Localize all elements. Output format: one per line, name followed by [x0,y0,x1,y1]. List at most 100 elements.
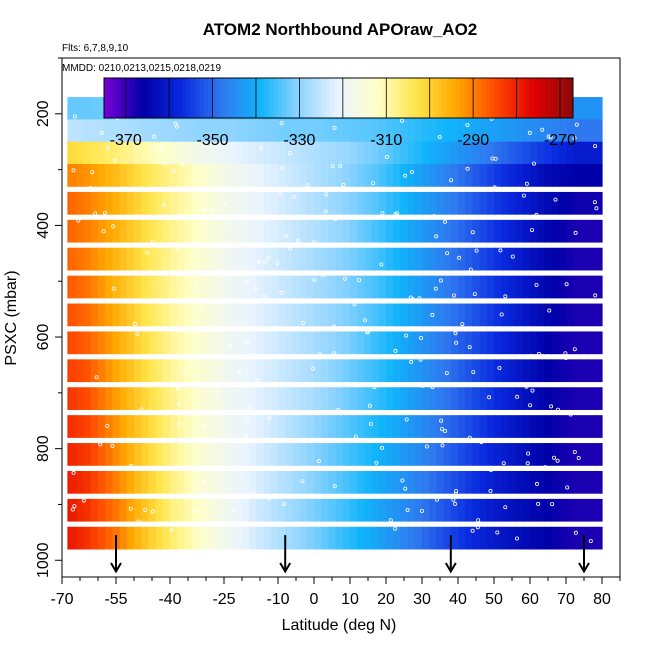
heatmap-cell [141,415,149,438]
heatmap-cell [443,191,452,215]
heatmap-cell [256,247,265,271]
heatmap-cell [98,359,106,383]
heatmap-cell [465,191,473,215]
heatmap-cell [515,247,524,271]
colorbar-segment [473,78,478,118]
heatmap-cell [566,219,574,243]
heatmap-cell [465,415,473,438]
heatmap-cell [357,359,365,383]
heatmap-cell [285,387,293,410]
heatmap-cell [400,141,409,165]
heatmap-cell [386,219,394,243]
colorbar-segment [386,78,392,118]
heatmap-cell [177,387,185,410]
heatmap-cell [83,498,92,522]
heatmap-cell [508,141,517,165]
heatmap-cell [162,275,171,299]
heatmap-cell [551,415,560,438]
sample-point [543,465,548,470]
heatmap-cell [292,141,301,165]
sample-points [70,112,599,544]
heatmap-cell [83,359,92,383]
heatmap-cell [544,303,553,327]
heatmap-cell [306,415,315,438]
heatmap-cell [422,141,430,165]
heatmap-cell [170,164,178,187]
heatmap-cell [69,415,77,438]
colorbar-segment [490,78,496,118]
heatmap-cell [278,526,286,550]
heatmap-cell [429,498,437,522]
heatmap-cell [364,415,373,438]
heatmap-cell [270,359,279,383]
sample-point [111,286,116,291]
heatmap-cell [537,247,545,271]
heatmap-cell [486,470,495,494]
heatmap-cell [580,219,589,243]
heatmap-cell [321,303,329,327]
heatmap-cell [486,219,495,243]
sample-point [556,407,561,412]
heatmap-cell [594,387,603,410]
sample-point [188,361,193,366]
heatmap-cell [321,387,329,410]
heatmap-cell [162,470,171,494]
heatmap-cell [126,331,135,355]
sample-point [549,404,554,409]
dates-label: MMDD: 0210,0213,0215,0218,0219 [62,63,221,74]
heatmap-cell [263,303,272,327]
heatmap-cell [566,247,574,271]
heatmap-cell [530,303,538,327]
heatmap-cell [162,247,171,271]
heatmap-cell [378,470,387,494]
heatmap-cell [544,275,553,299]
heatmap-cell [515,141,524,165]
heatmap-cell [198,275,207,299]
sample-point [214,389,219,394]
heatmap-cell [364,387,373,410]
heatmap-cell [126,164,135,187]
colorbar-segment [216,78,222,118]
heatmap-cell [450,191,459,215]
sample-point [534,212,539,217]
heatmap-cell [328,526,337,550]
heatmap-cell [465,470,473,494]
colorbar-segment [199,78,205,118]
heatmap-cell [400,247,409,271]
heatmap-cell [105,331,113,355]
heatmap-cell [242,498,250,522]
heatmap-cell [566,303,574,327]
heatmap-cell [184,526,193,550]
heatmap-cell [443,164,452,187]
sample-point [420,383,425,388]
heatmap-cell [458,219,466,243]
heatmap-cell [400,498,409,522]
heatmap-cell [256,443,265,466]
heatmap-cell [170,119,178,143]
heatmap-cell [501,219,509,243]
sample-point [99,130,104,135]
sample-point [409,169,414,174]
colorbar-segment [403,78,409,118]
heatmap-cell [479,303,488,327]
heatmap-cell [465,119,473,143]
heatmap-cell [90,387,99,410]
heatmap-cell [551,331,560,355]
heatmap-cell [494,415,502,438]
heatmap-cell [162,191,171,215]
heatmap-cell [573,141,581,165]
sample-point [495,530,500,535]
heatmap-cell [213,247,221,271]
heatmap-cell [530,164,538,187]
heatmap-cell [350,443,358,466]
heatmap-cell [227,470,236,494]
heatmap-cell [256,164,265,187]
heatmap-cell [126,119,135,143]
colorbar-tick-label: -350 [197,132,229,149]
sample-point [417,296,422,301]
heatmap-cell [292,303,301,327]
heatmap-cell [551,191,560,215]
colorbar-segment [195,78,201,118]
heatmap-cell [494,359,502,383]
heatmap-cell [105,303,113,327]
